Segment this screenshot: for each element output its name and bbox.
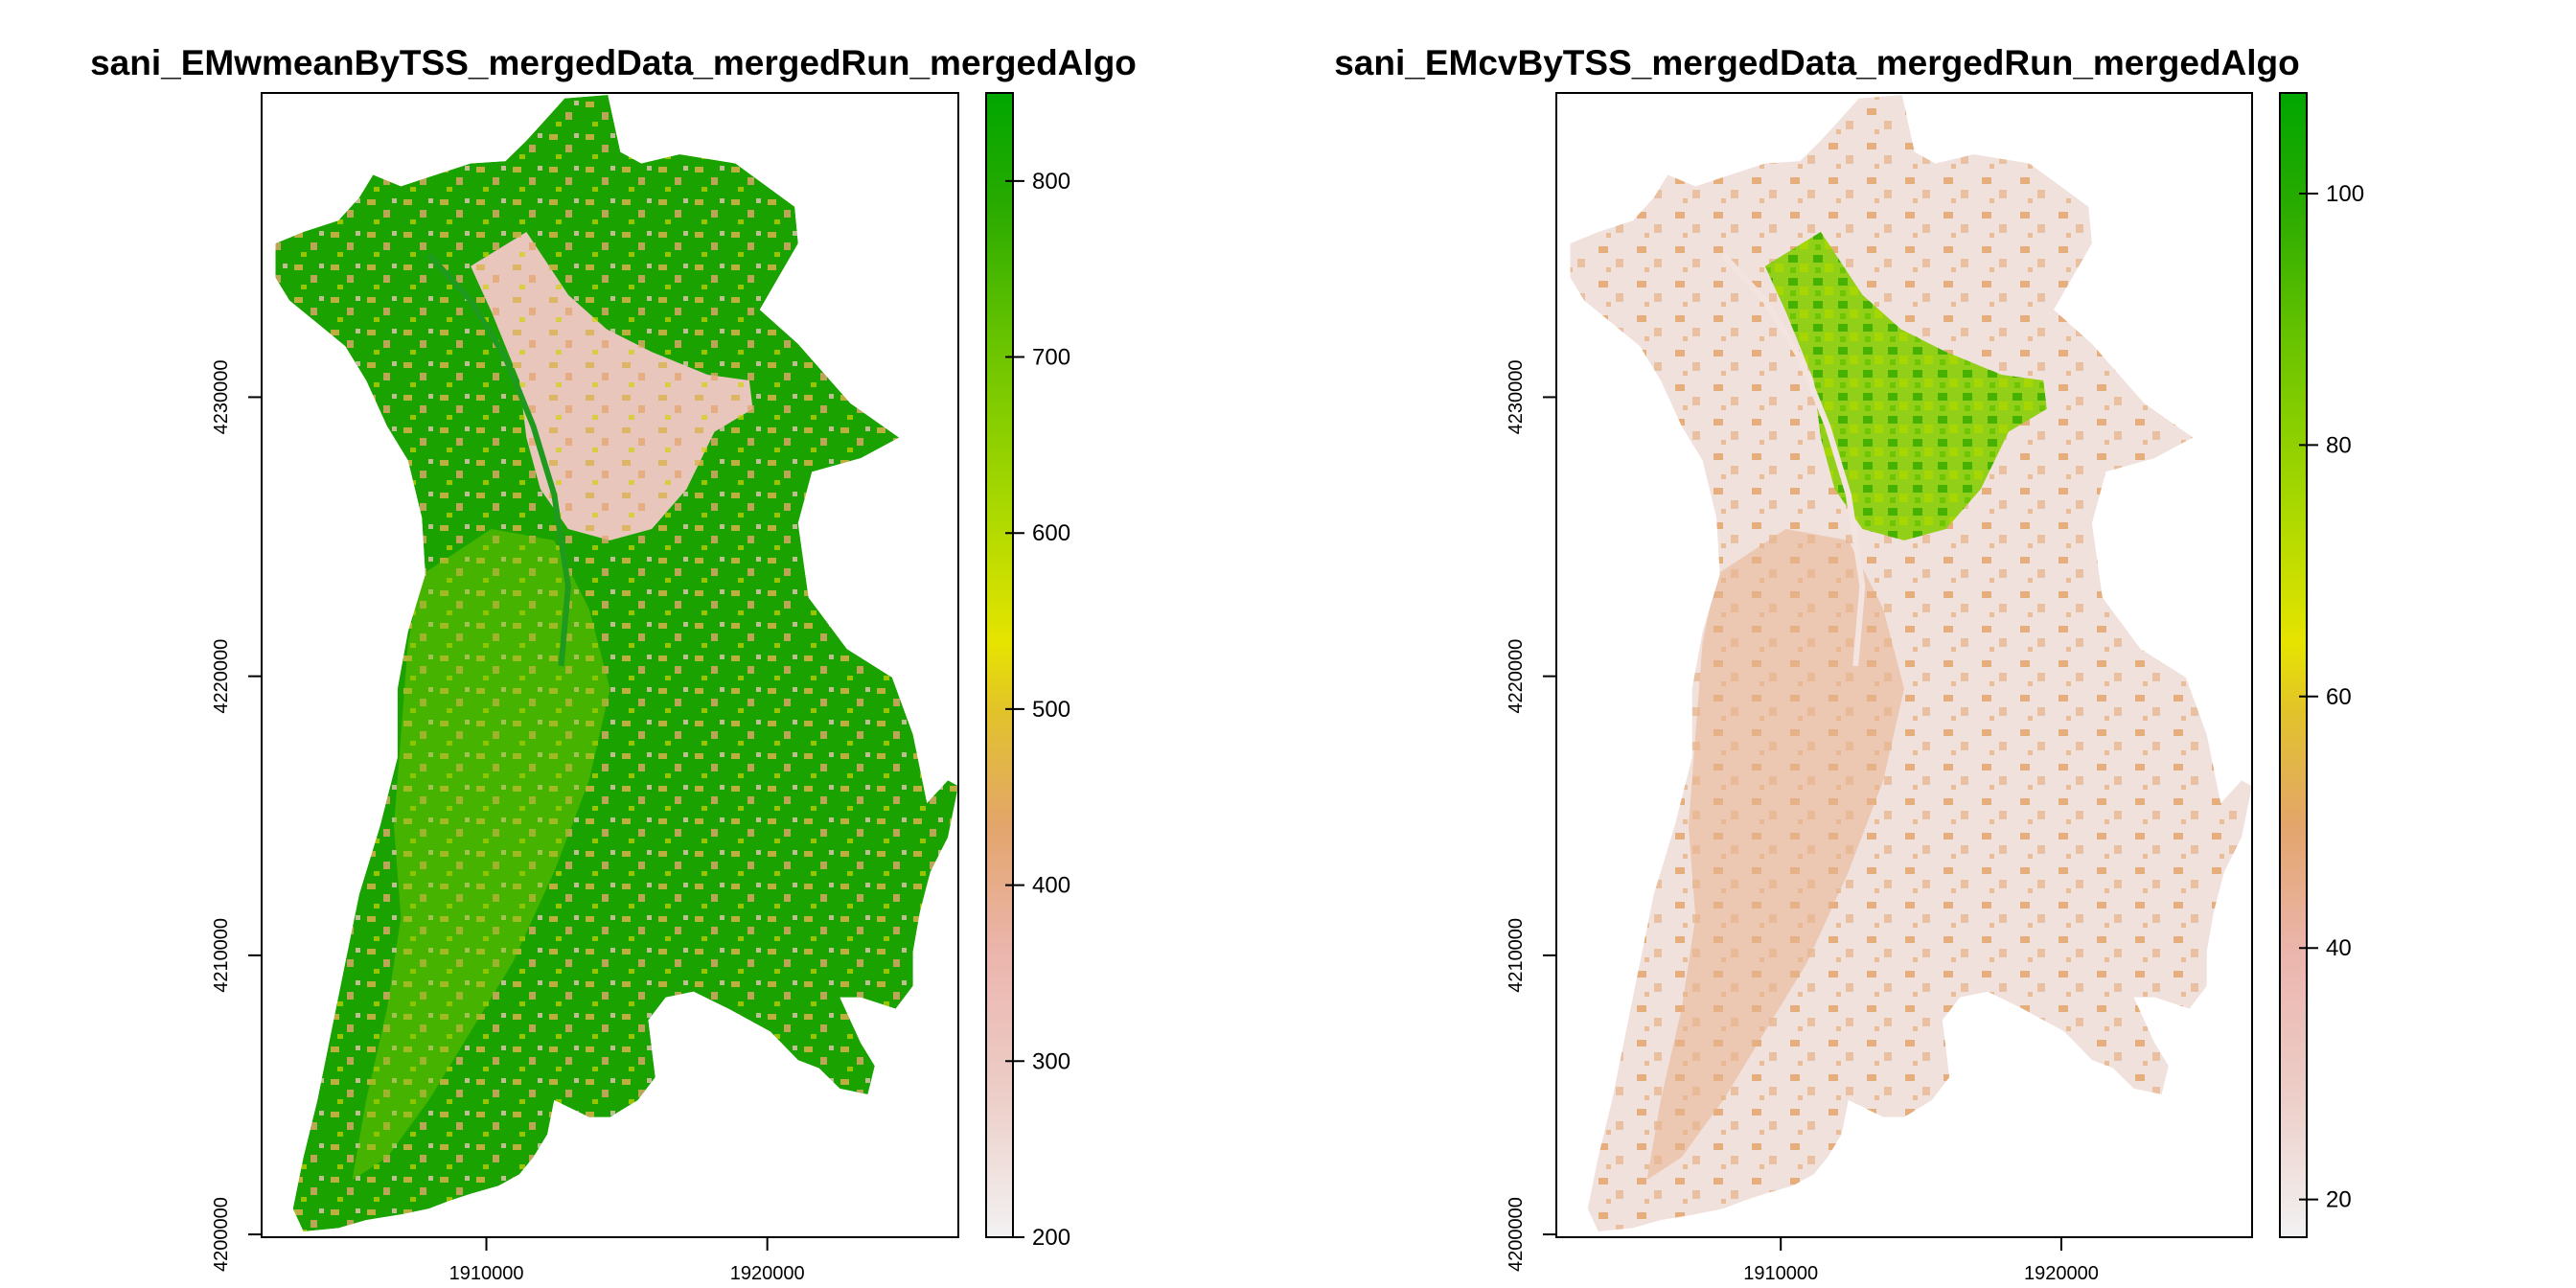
y-tick-label: 4220000 xyxy=(211,639,232,714)
raster-texture xyxy=(275,95,958,1231)
y-tick-label: 4230000 xyxy=(1506,359,1527,434)
legend-tick-label: 500 xyxy=(1032,697,1070,723)
raster-urban-texture xyxy=(471,232,753,540)
raster-region xyxy=(1570,95,2252,1231)
chart-title: sani_EMcvByTSS_mergedData_mergedRun_merg… xyxy=(1334,43,2300,82)
chart-wmean-svg: 1910000 1920000 4200000 4210000 4220000 42300… xyxy=(90,43,1137,1284)
legend-tick-label: 100 xyxy=(2326,181,2364,207)
legend-tick-label: 80 xyxy=(2326,432,2352,458)
legend-tick-label: 600 xyxy=(1032,520,1070,546)
y-tick-label: 4220000 xyxy=(1506,639,1527,714)
y-tick-label: 4210000 xyxy=(1506,918,1527,993)
legend-colorbar xyxy=(986,93,1013,1237)
legend-colorbar xyxy=(2280,93,2307,1237)
chart-panel-wmean: 1910000 1920000 4200000 4210000 4220000 42300… xyxy=(90,43,1137,1284)
legend-frame xyxy=(2279,92,2308,1238)
raster-river xyxy=(1720,252,1866,667)
chart-panel-cv: 1910000 1920000 4200000 4210000 4220000 42300… xyxy=(1288,0,2576,1288)
x-tick-label: 1920000 xyxy=(2024,1263,2099,1284)
legend-tick-label: 800 xyxy=(1032,169,1070,195)
chart-title: sani_EMwmeanByTSS_mergedData_mergedRun_m… xyxy=(90,43,1137,82)
x-tick-label: 1910000 xyxy=(449,1263,524,1284)
raster-region xyxy=(275,95,958,1231)
legend-tick-label: 60 xyxy=(2326,684,2352,710)
raster-valley xyxy=(1646,529,1904,1181)
raster-river xyxy=(426,252,571,667)
legend-tick-label: 700 xyxy=(1032,345,1070,371)
y-tick-label: 4200000 xyxy=(1506,1197,1527,1272)
chart-cv-svg: 1910000 1920000 4200000 4210000 4220000 42300… xyxy=(1334,43,2364,1284)
raster-urban-texture xyxy=(1764,232,2047,540)
legend-tick-label: 400 xyxy=(1032,873,1070,899)
legend-tick-label: 20 xyxy=(2326,1187,2352,1213)
raster-valley xyxy=(352,529,610,1181)
plot-frame xyxy=(1555,92,2253,1238)
y-tick-label: 4230000 xyxy=(211,359,232,434)
x-tick-label: 1910000 xyxy=(1743,1263,1818,1284)
x-tick-label: 1920000 xyxy=(730,1263,805,1284)
plot-frame xyxy=(261,92,959,1238)
legend-frame xyxy=(985,92,1014,1238)
y-tick-label: 4210000 xyxy=(211,918,232,993)
y-tick-label: 4200000 xyxy=(211,1197,232,1272)
legend-tick-label: 40 xyxy=(2326,935,2352,961)
legend-tick-label: 200 xyxy=(1032,1225,1070,1251)
legend-tick-label: 300 xyxy=(1032,1048,1070,1074)
